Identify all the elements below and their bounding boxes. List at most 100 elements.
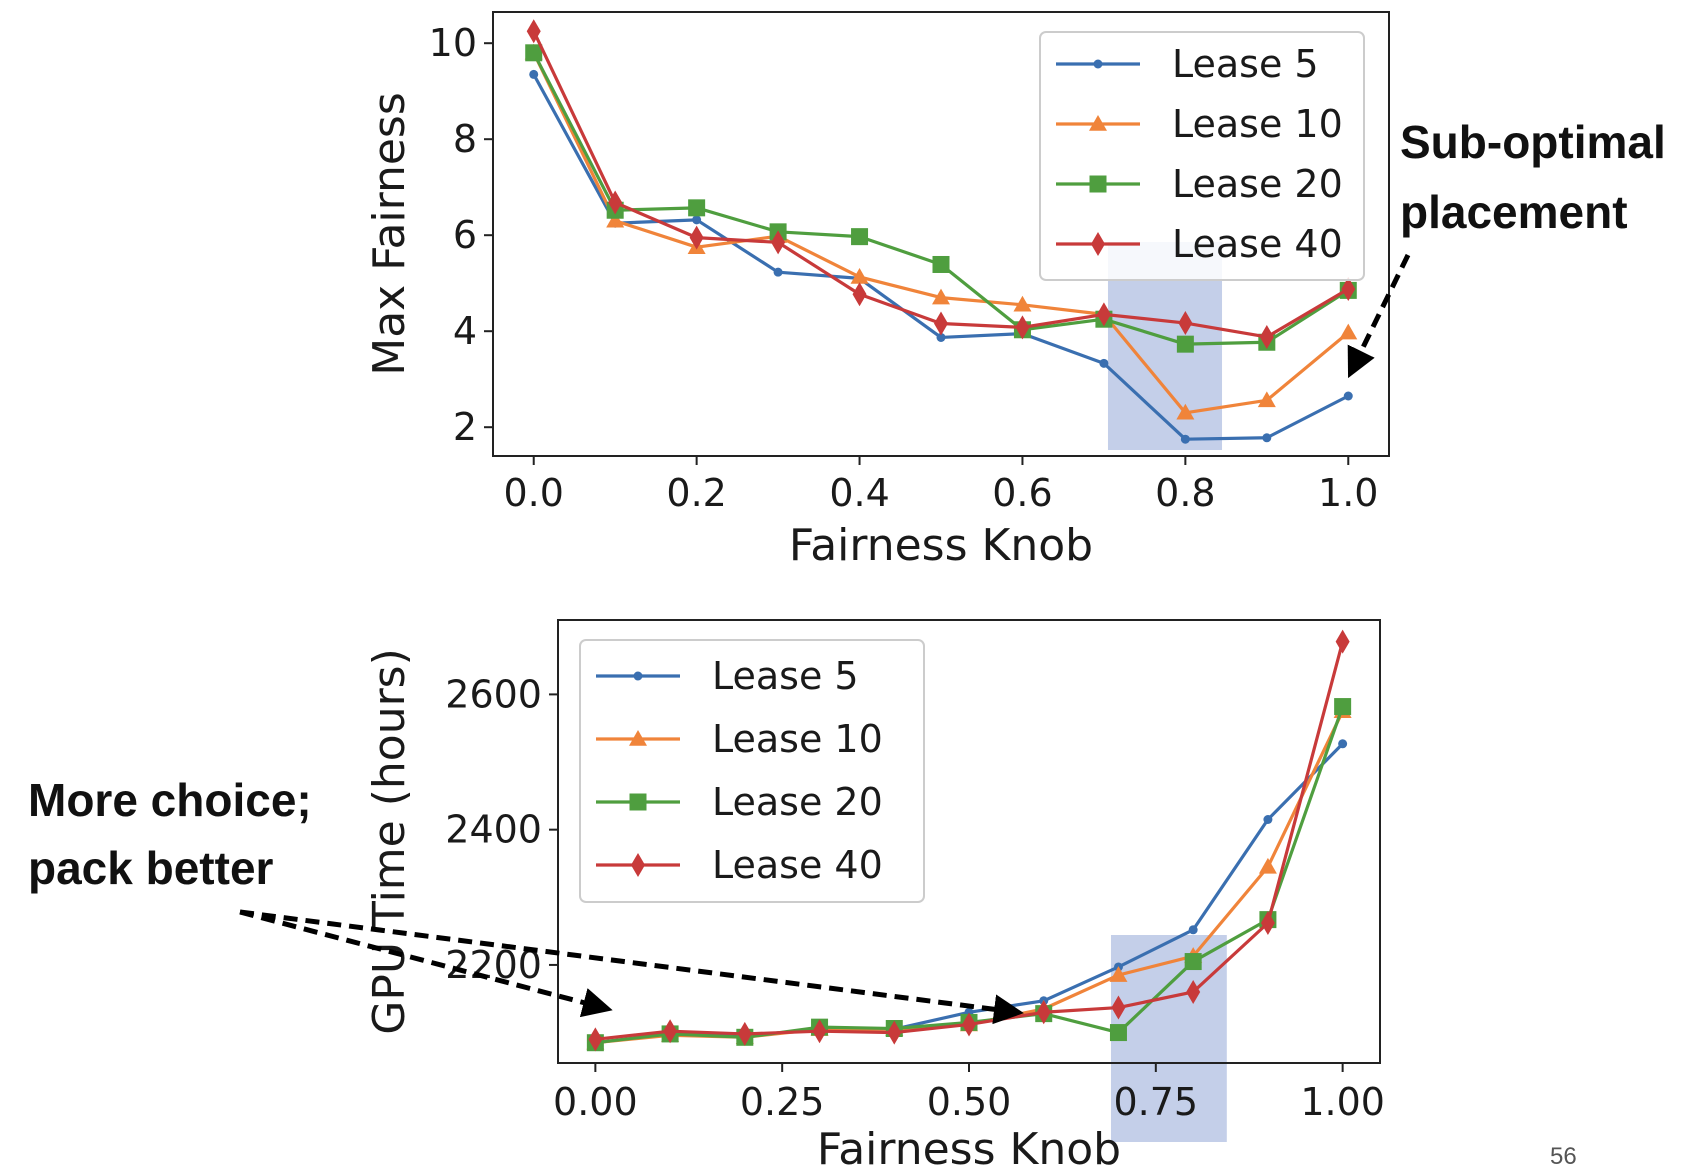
data-point-lease40: [608, 190, 623, 215]
data-point-lease40: [771, 230, 786, 255]
y-axis-label: GPU Time (hours): [364, 648, 415, 1035]
annotation-arrow-left: [239, 909, 613, 1018]
data-point-lease40: [887, 1020, 902, 1045]
annotation-pack-better-line1: More choice;: [28, 774, 312, 826]
data-point-lease5: [936, 332, 946, 342]
data-point-lease40: [1096, 302, 1111, 327]
legend-marker-lease20: [629, 793, 647, 811]
legend-marker-lease5: [633, 671, 643, 681]
data-point-lease10: [932, 288, 950, 305]
x-tick-label: 0.8: [1155, 471, 1215, 515]
legend-marker-lease10: [629, 730, 647, 746]
annotation-arrow-right: [239, 909, 1024, 1025]
data-point-lease20: [1109, 1024, 1127, 1042]
max-fairness-chart: 0.0 0.2 0.4 0.6 0.8 1.0 2 4 6 8 10 Fairness Knob Max…: [364, 11, 1390, 571]
data-point-lease10: [1258, 857, 1277, 874]
data-point-lease40: [1186, 979, 1201, 1004]
x-tick-label: 0.0: [504, 471, 564, 515]
annotation-sub-optimal-line1: Sub-optimal: [1400, 116, 1666, 168]
legend-label-lease40: Lease 40: [1172, 222, 1343, 266]
data-point-lease10: [1339, 323, 1358, 340]
data-point-lease40: [812, 1019, 827, 1044]
data-point-lease40: [737, 1021, 752, 1046]
data-point-lease40: [1036, 1000, 1051, 1025]
plot-frame: [492, 11, 1390, 457]
data-point-lease5: [1188, 925, 1198, 935]
data-point-lease5: [1343, 391, 1353, 401]
annotation-sub-optimal: Sub-optimal placement: [1347, 116, 1666, 379]
legend-marker-lease10: [1089, 115, 1107, 131]
legend-label-lease20: Lease 20: [1172, 162, 1343, 206]
legend-marker-lease5: [1093, 59, 1103, 69]
data-point-lease5: [773, 267, 783, 277]
y-tick-label: 10: [429, 21, 477, 65]
y-tick-label: 2600: [445, 672, 542, 716]
data-point-lease40: [663, 1019, 678, 1044]
data-point-lease5: [1262, 433, 1272, 443]
legend-label-lease10: Lease 10: [1172, 102, 1343, 146]
data-point-lease10: [606, 211, 625, 228]
data-point-lease5: [692, 215, 702, 225]
y-axis-label: Max Fairness: [364, 92, 415, 376]
data-point-lease5: [529, 69, 539, 79]
legend-marker-lease20: [1089, 175, 1107, 193]
data-point-lease40: [526, 19, 541, 44]
annotation-pack-better-line2: pack better: [28, 842, 274, 894]
data-point-lease20: [932, 255, 950, 273]
x-axis-label: Fairness Knob: [817, 1124, 1121, 1168]
legend-box: [579, 639, 925, 903]
legend-marker-lease40: [1091, 232, 1105, 256]
data-point-lease40: [1111, 995, 1126, 1020]
x-tick-label: 1.0: [1318, 471, 1378, 515]
data-point-lease10: [1176, 403, 1195, 420]
data-point-lease10: [1109, 966, 1128, 982]
data-point-lease20: [1176, 335, 1194, 353]
y-tick-label: 2: [453, 405, 477, 449]
x-axis-label: Fairness Knob: [789, 520, 1093, 571]
x-tick-label: 0.00: [553, 1080, 638, 1124]
data-point-lease40: [588, 1027, 603, 1052]
gpu-time-chart: 0.00 0.25 0.50 0.75 1.00220024002600Fairness…: [364, 619, 1385, 1168]
data-point-lease5: [1338, 739, 1348, 749]
data-point-lease40: [689, 225, 704, 250]
data-point-lease20: [1184, 953, 1202, 971]
y-tick-label: 4: [453, 309, 477, 353]
data-point-lease5: [1099, 358, 1109, 368]
data-point-lease40: [1335, 629, 1350, 654]
data-point-lease40: [962, 1012, 976, 1037]
x-tick-label: 0.6: [992, 471, 1052, 515]
x-tick-label: 0.4: [829, 471, 889, 515]
legend-label-lease10: Lease 10: [712, 717, 883, 761]
x-tick-label: 0.2: [666, 471, 726, 515]
data-point-lease40: [852, 282, 867, 307]
data-point-lease20: [851, 228, 869, 246]
data-point-lease5: [1263, 815, 1273, 825]
legend-label-lease40: Lease 40: [712, 843, 883, 887]
legend-marker-lease40: [631, 853, 645, 877]
legend-label-lease5: Lease 5: [1172, 42, 1319, 86]
y-tick-label: 6: [453, 213, 477, 257]
data-point-lease40: [1260, 910, 1275, 935]
page-number: 56: [1550, 1143, 1577, 1168]
legend-box: [1039, 31, 1365, 281]
legend-label-lease20: Lease 20: [712, 780, 883, 824]
data-point-lease40: [934, 311, 948, 336]
legend-label-lease5: Lease 5: [712, 654, 859, 698]
annotation-sub-optimal-line2: placement: [1400, 186, 1628, 238]
data-point-lease10: [1013, 295, 1032, 312]
annotation-pack-better: More choice; pack better: [28, 774, 1024, 1025]
data-point-lease10: [1257, 391, 1276, 408]
data-point-lease10: [850, 267, 869, 284]
data-point-lease40: [1015, 315, 1030, 340]
data-point-lease40: [1178, 311, 1193, 336]
x-tick-label: 0.75: [1114, 1080, 1199, 1124]
data-point-lease20: [1334, 698, 1352, 716]
data-point-lease20: [525, 44, 543, 62]
x-tick-label: 1.00: [1300, 1080, 1385, 1124]
x-tick-label: 0.25: [740, 1080, 825, 1124]
data-point-lease5: [1180, 434, 1190, 444]
x-tick-label: 0.50: [927, 1080, 1012, 1124]
highlight-region: [1110, 935, 1227, 1142]
y-tick-label: 8: [453, 117, 477, 161]
